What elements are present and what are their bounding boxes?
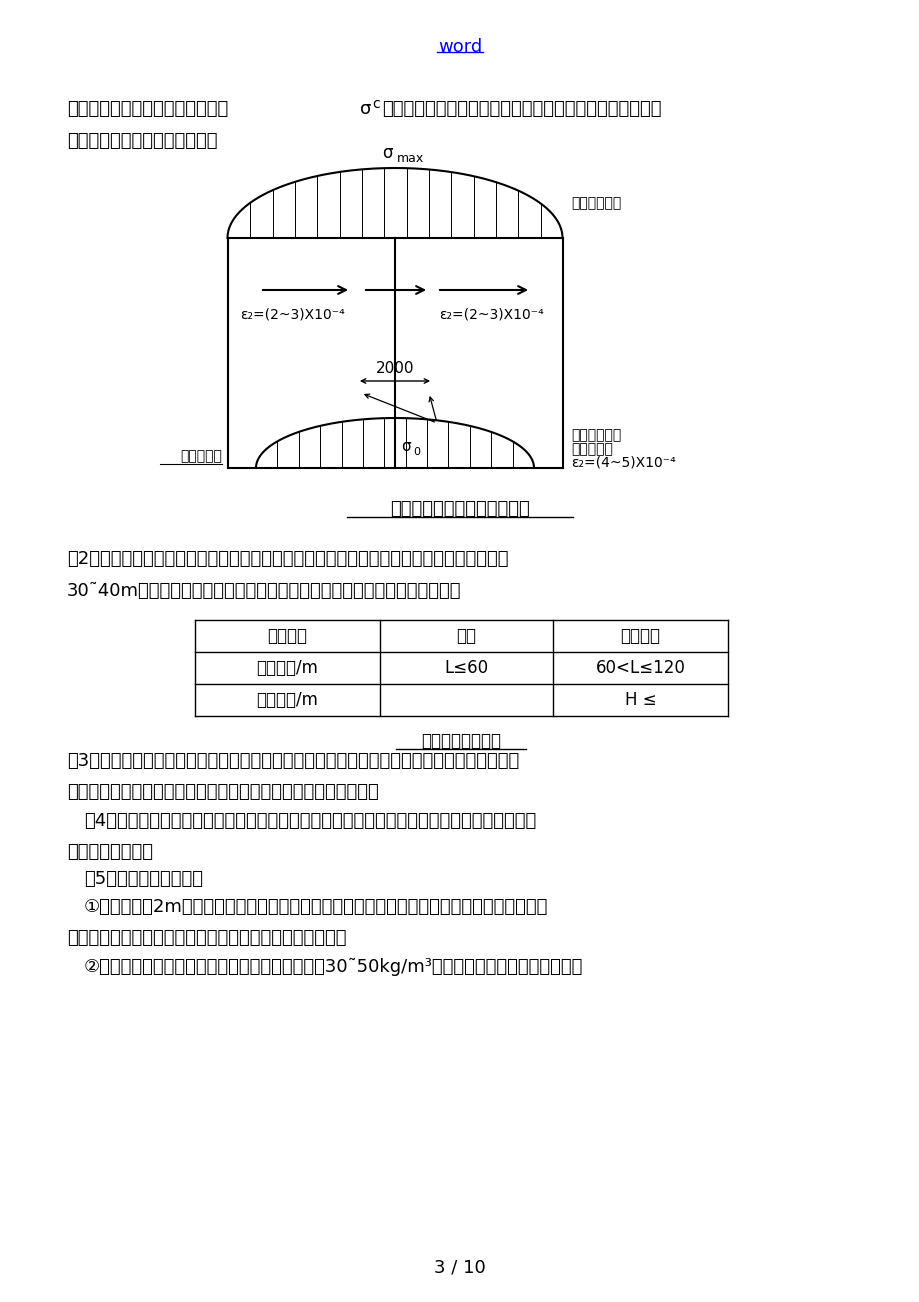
Text: ε₂=(2~3)X10⁻⁴: ε₂=(2~3)X10⁻⁴ xyxy=(240,309,345,322)
Text: （2）超长水池的连续式膨胀加强带的数量应考虑规、结构及池体形式的约束条件，按每间隔: （2）超长水池的连续式膨胀加强带的数量应考虑规、结构及池体形式的约束条件，按每间… xyxy=(67,549,508,568)
Text: ②膨胀剂掺量：带外每立方米混凝土膨胀剂掺量为30˜50kg/m³，带每立方米混凝土膨胀剂掺量: ②膨胀剂掺量：带外每立方米混凝土膨胀剂掺量为30˜50kg/m³，带每立方米混凝… xyxy=(84,958,583,976)
Text: ①加强带带宽2m，带的混凝土的设计强度等级比带外混凝土提高一个等级，混凝土均掺加适量: ①加强带带宽2m，带的混凝土的设计强度等级比带外混凝土提高一个等级，混凝土均掺加… xyxy=(84,898,548,917)
Text: 2000: 2000 xyxy=(375,361,414,376)
Text: 抗裂的效果。设计示意图如下：: 抗裂的效果。设计示意图如下： xyxy=(67,132,217,150)
Text: 3 / 10: 3 / 10 xyxy=(434,1258,485,1276)
Text: 0: 0 xyxy=(413,447,420,457)
Text: 收缩应力曲线: 收缩应力曲线 xyxy=(571,428,620,441)
Text: （4）连续式膨胀加强带设置位置应请设计单位进行必要的计算，满足设计规、结构要求及使用: （4）连续式膨胀加强带设置位置应请设计单位进行必要的计算，满足设计规、结构要求及… xyxy=(84,812,536,829)
Text: 60<L≤120: 60<L≤120 xyxy=(595,659,685,677)
Text: word: word xyxy=(437,38,482,56)
Text: （3）超长水池的连续式膨胀加强带位置的设置应在混凝土收缩应力发生的最大部位，一般也就: （3）超长水池的连续式膨胀加强带位置的设置应在混凝土收缩应力发生的最大部位，一般… xyxy=(67,753,518,769)
Text: 结构类别: 结构类别 xyxy=(267,628,307,644)
Text: ε₂=(2~3)X10⁻⁴: ε₂=(2~3)X10⁻⁴ xyxy=(438,309,543,322)
Text: 连续式膨胀加强带设计原理图: 连续式膨胀加强带设计原理图 xyxy=(390,500,529,518)
Text: c: c xyxy=(371,98,380,111)
Text: 膨胀剂，产生微膨胀，抵消混凝土自身产生的收缩拉应力。: 膨胀剂，产生微膨胀，抵消混凝土自身产生的收缩拉应力。 xyxy=(67,930,346,947)
Text: 连续浇筑结构长度: 连续浇筑结构长度 xyxy=(421,732,501,750)
Text: 膨胀应力曲线: 膨胀应力曲线 xyxy=(571,197,620,210)
Text: 墙体: 墙体 xyxy=(456,628,476,644)
Text: H ≤: H ≤ xyxy=(624,691,655,710)
Text: 板式结构: 板式结构 xyxy=(619,628,660,644)
Text: 混凝土预压应力，即可使混凝土的收缩应力得到补偿，达到: 混凝土预压应力，即可使混凝土的收缩应力得到补偿，达到 xyxy=(381,100,661,118)
Text: 密目铁丝网: 密目铁丝网 xyxy=(180,449,221,464)
Text: 30˜40m结构长度并结合现场情况设置加强带，见下表确定膨胀加强带条数。: 30˜40m结构长度并结合现场情况设置加强带，见下表确定膨胀加强带条数。 xyxy=(67,582,461,600)
Text: 结构厚度/m: 结构厚度/m xyxy=(256,691,318,710)
Text: 结构长度/m: 结构长度/m xyxy=(256,659,318,677)
Text: 功能后方可施工。: 功能后方可施工。 xyxy=(67,842,153,861)
Text: （5）加强带构造要求：: （5）加强带构造要求： xyxy=(84,870,203,888)
Text: σ: σ xyxy=(359,100,371,118)
Text: σ: σ xyxy=(382,145,392,161)
Text: ε₂=(4~5)X10⁻⁴: ε₂=(4~5)X10⁻⁴ xyxy=(571,456,675,470)
Text: L≤60: L≤60 xyxy=(444,659,488,677)
Text: σ: σ xyxy=(401,439,410,454)
Text: 是池体超长方向的中间位置，加强带应贯穿池底板、墙板及顶板。: 是池体超长方向的中间位置，加强带应贯穿池底板、墙板及顶板。 xyxy=(67,783,379,801)
Text: max: max xyxy=(397,152,424,165)
Text: 混凝土预压应力，给予带外较小的: 混凝土预压应力，给予带外较小的 xyxy=(67,100,228,118)
Text: 膨胀加强带: 膨胀加强带 xyxy=(571,441,612,456)
